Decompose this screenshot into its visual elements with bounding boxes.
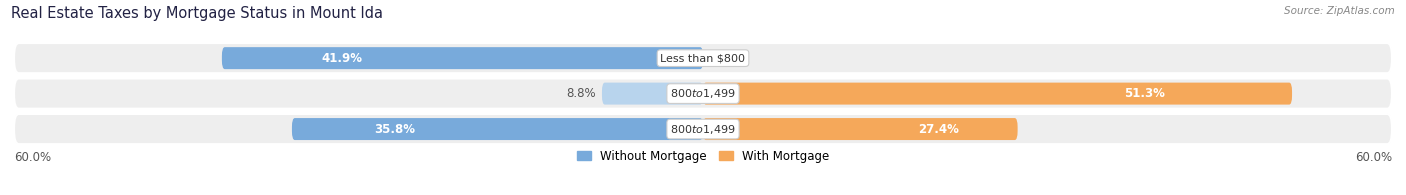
Text: 8.8%: 8.8% [567, 87, 596, 100]
Text: 60.0%: 60.0% [1355, 151, 1392, 164]
Text: 60.0%: 60.0% [14, 151, 51, 164]
FancyBboxPatch shape [703, 83, 1292, 105]
Text: 41.9%: 41.9% [322, 52, 363, 65]
Text: 27.4%: 27.4% [918, 122, 959, 136]
FancyBboxPatch shape [703, 118, 1018, 140]
Text: 51.3%: 51.3% [1125, 87, 1166, 100]
FancyBboxPatch shape [292, 118, 703, 140]
Text: $800 to $1,499: $800 to $1,499 [671, 122, 735, 136]
Text: Source: ZipAtlas.com: Source: ZipAtlas.com [1284, 6, 1395, 16]
Text: 35.8%: 35.8% [374, 122, 415, 136]
FancyBboxPatch shape [14, 43, 1392, 73]
FancyBboxPatch shape [222, 47, 703, 69]
FancyBboxPatch shape [14, 79, 1392, 109]
Text: $800 to $1,499: $800 to $1,499 [671, 87, 735, 100]
Text: Real Estate Taxes by Mortgage Status in Mount Ida: Real Estate Taxes by Mortgage Status in … [11, 6, 384, 21]
FancyBboxPatch shape [602, 83, 703, 105]
Legend: Without Mortgage, With Mortgage: Without Mortgage, With Mortgage [572, 145, 834, 167]
Text: 0.0%: 0.0% [714, 52, 744, 65]
FancyBboxPatch shape [14, 114, 1392, 144]
Text: Less than $800: Less than $800 [661, 53, 745, 63]
